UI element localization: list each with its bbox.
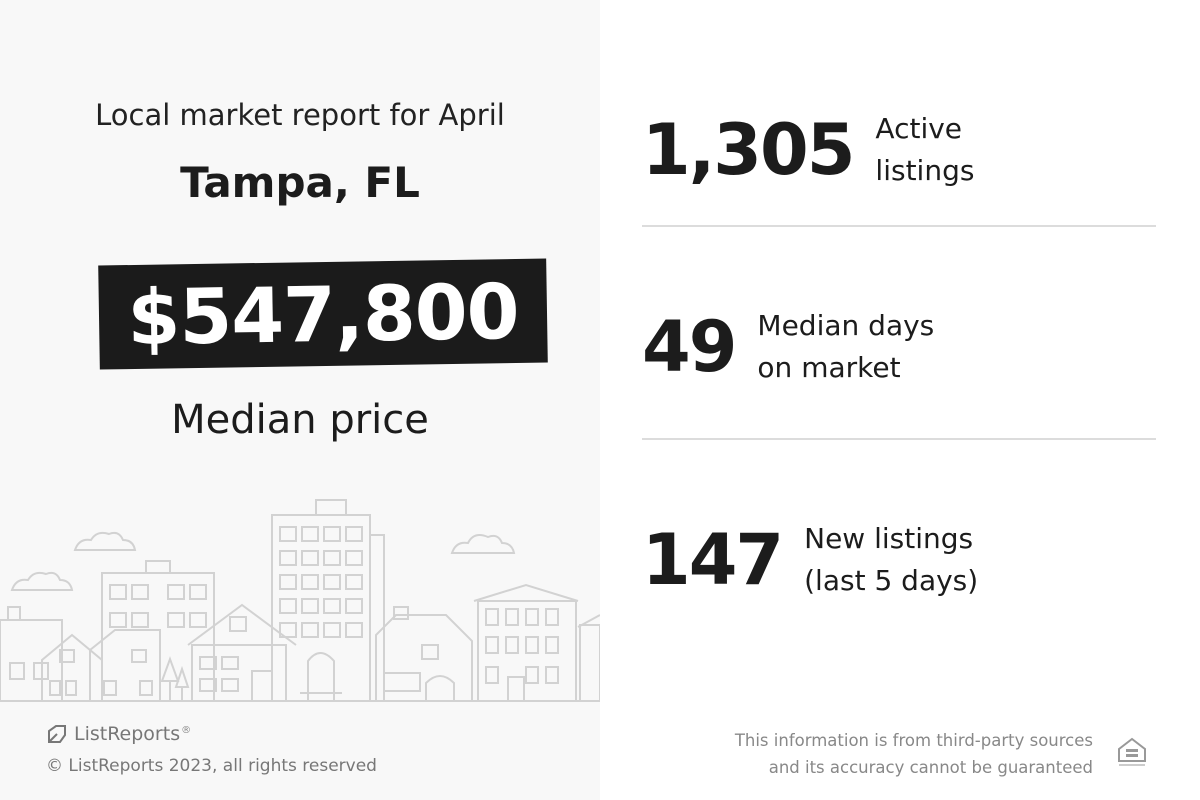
- report-heading: Local market report for April: [95, 98, 505, 132]
- median-price-label: Median price: [171, 397, 429, 443]
- stat-label: Median days on market: [757, 309, 935, 384]
- stat-label: Active listings: [875, 112, 975, 187]
- listreports-brand: ListReports®: [46, 723, 191, 745]
- median-price-value: $547,800: [126, 266, 520, 362]
- city-name: Tampa, FL: [180, 158, 420, 207]
- divider: [642, 225, 1156, 227]
- divider: [642, 438, 1156, 440]
- stat-value: 147: [642, 519, 784, 601]
- listreports-logo-icon: [48, 725, 66, 743]
- disclaimer-text: This information is from third-party sou…: [734, 731, 1093, 777]
- median-price-box: $547,800: [98, 258, 548, 370]
- brand-name: ListReports®: [74, 723, 192, 745]
- stat-median-days: 49 Median days on market: [642, 305, 934, 389]
- stat-active-listings: 1,305 Active listings: [642, 108, 974, 192]
- stat-label: New listings (last 5 days): [804, 522, 979, 597]
- equal-housing-opportunity-icon: [1118, 737, 1146, 766]
- stat-value: 49: [642, 306, 737, 388]
- stat-value: 1,305: [642, 109, 855, 191]
- city-skyline-illustration: [0, 499, 600, 702]
- left-panel: Local market report for April Tampa, FL …: [0, 98, 600, 776]
- copyright-text: © ListReports 2023, all rights reserved: [46, 756, 377, 776]
- stat-new-listings: 147 New listings (last 5 days): [642, 518, 978, 602]
- right-panel: 1,305 Active listings 49 Median days on …: [600, 0, 1200, 800]
